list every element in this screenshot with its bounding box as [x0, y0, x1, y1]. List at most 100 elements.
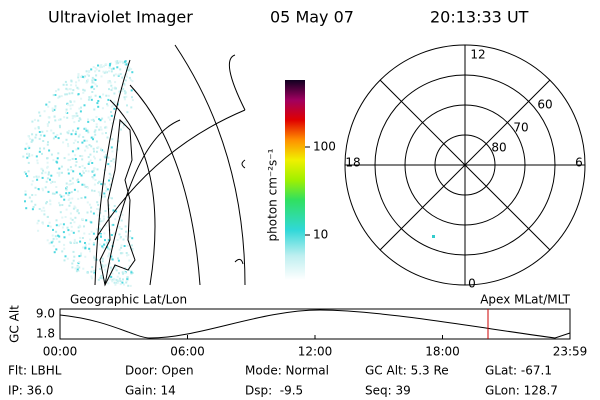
pixel [58, 173, 61, 176]
pixel [55, 219, 58, 222]
pixel [47, 105, 50, 108]
pixel [87, 71, 90, 73]
pixel [115, 269, 118, 272]
pixel [98, 180, 101, 183]
pixel [55, 224, 58, 227]
pixel [126, 104, 128, 107]
pixel [56, 134, 59, 136]
pixel [101, 277, 104, 280]
pixel [83, 139, 86, 142]
pixel [45, 201, 48, 203]
pixel [104, 268, 107, 271]
pixel [77, 181, 80, 183]
pixel [114, 73, 117, 76]
pixel [82, 136, 85, 138]
pixel [104, 239, 106, 242]
pixel [78, 261, 81, 263]
pixel [123, 268, 126, 271]
pixel [102, 70, 105, 73]
pixel [102, 93, 105, 96]
pixel [106, 246, 109, 249]
pixel [68, 233, 71, 236]
pixel [101, 245, 104, 248]
pixel [103, 232, 106, 235]
pixel [84, 243, 87, 246]
pixel [74, 267, 77, 270]
pixel [47, 190, 50, 193]
pixel [99, 192, 101, 195]
pixel [46, 177, 49, 180]
pixel [65, 192, 68, 195]
pixel [37, 126, 40, 129]
pixel [112, 209, 115, 212]
pixel [70, 84, 73, 87]
status-field: Mode: Normal [245, 364, 329, 378]
pixel [50, 129, 53, 132]
pixel [119, 211, 122, 213]
pixel [79, 236, 82, 239]
pixel [99, 126, 102, 129]
orbit-x-label: 12:00 [298, 345, 333, 359]
pixel [99, 228, 101, 231]
pixel [66, 88, 69, 91]
pixel [103, 150, 106, 153]
pixel [94, 70, 97, 73]
pixel [119, 237, 122, 240]
pixel [110, 68, 113, 71]
pixel [89, 153, 92, 156]
pixel [91, 79, 94, 82]
pixel [65, 138, 68, 141]
pixel [82, 75, 84, 78]
pixel [116, 66, 119, 69]
pixel [92, 118, 95, 121]
pixel [104, 70, 107, 73]
pixel [71, 150, 74, 153]
pixel [115, 278, 118, 281]
pixel [46, 124, 49, 127]
pixel [69, 217, 72, 220]
pixel [123, 283, 125, 286]
pixel [109, 196, 112, 199]
pixel [108, 252, 111, 255]
pixel [63, 116, 66, 119]
pixel [120, 246, 123, 249]
pixel [58, 171, 61, 174]
pixel [125, 230, 127, 233]
pixel [108, 172, 111, 175]
pixel [108, 248, 111, 251]
pixel [130, 89, 133, 92]
pixel [88, 233, 91, 235]
pixel [97, 191, 100, 194]
pixel [70, 169, 73, 171]
pixel [68, 197, 71, 200]
pixel [84, 246, 87, 249]
time: 20:13:33 UT [430, 8, 529, 27]
pixel [89, 250, 91, 253]
pixel [30, 140, 33, 143]
pixel [74, 133, 77, 136]
pixel [80, 106, 82, 109]
pixel [75, 84, 77, 87]
pixel [85, 81, 88, 84]
pixel [59, 193, 62, 196]
pixel [72, 231, 75, 234]
pixel [110, 111, 112, 113]
pixel [98, 217, 101, 220]
pixel [71, 104, 74, 107]
pixel [52, 94, 55, 97]
pixel [67, 153, 70, 156]
pixel [114, 218, 117, 221]
polar-caption: Apex MLat/MLT [480, 293, 570, 307]
pixel [37, 119, 40, 122]
pixel [34, 194, 37, 196]
pixel [110, 234, 113, 236]
pixel [107, 116, 110, 119]
pixel [100, 274, 103, 277]
pixel [109, 165, 112, 168]
pixel [53, 192, 56, 195]
pixel [51, 180, 54, 183]
pixel [58, 174, 61, 177]
pixel [79, 240, 82, 243]
status-field: GLon: 128.7 [485, 384, 558, 398]
pixel [46, 130, 49, 133]
